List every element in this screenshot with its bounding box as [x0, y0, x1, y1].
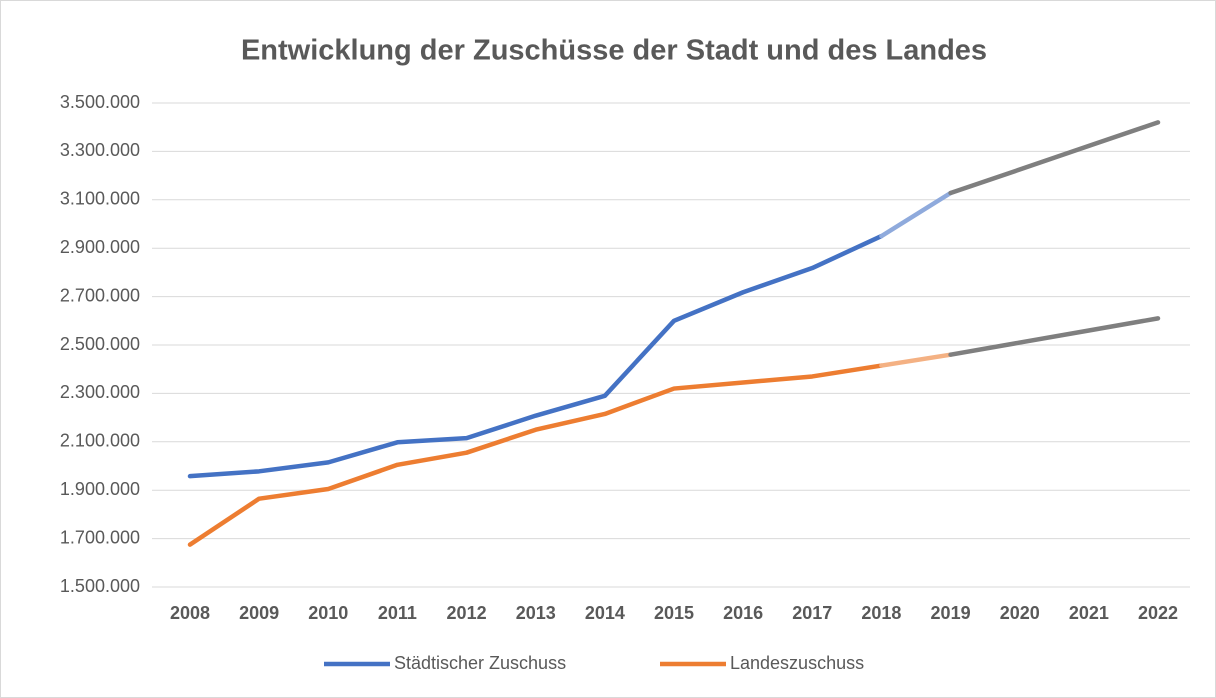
x-tick-label: 2010 — [308, 603, 348, 623]
y-tick-label: 1.700.000 — [60, 527, 140, 547]
series-line — [948, 316, 1161, 357]
series-line — [187, 233, 884, 479]
x-tick-label: 2018 — [861, 603, 901, 623]
x-tick-label: 2020 — [1000, 603, 1040, 623]
x-tick-label: 2019 — [931, 603, 971, 623]
x-tick-label: 2015 — [654, 603, 694, 623]
y-tick-label: 2.500.000 — [60, 334, 140, 354]
y-tick-label: 2.100.000 — [60, 431, 140, 451]
series-line — [879, 190, 953, 239]
chart-title: Entwicklung der Zuschüsse der Stadt und … — [241, 35, 987, 67]
series-line — [879, 352, 953, 368]
x-tick-label: 2012 — [447, 603, 487, 623]
legend-label: Städtischer Zuschuss — [394, 653, 566, 673]
y-tick-label: 1.900.000 — [60, 479, 140, 499]
x-tick-label: 2014 — [585, 603, 625, 623]
y-tick-label: 3.500.000 — [60, 92, 140, 112]
y-tick-label: 1.500.000 — [60, 576, 140, 596]
y-tick-label: 2.300.000 — [60, 382, 140, 402]
y-tick-label: 3.300.000 — [60, 140, 140, 160]
x-tick-label: 2011 — [378, 603, 417, 623]
y-tick-label: 2.900.000 — [60, 237, 140, 257]
x-tick-label: 2022 — [1138, 603, 1178, 623]
x-tick-label: 2016 — [723, 603, 763, 623]
x-tick-label: 2021 — [1069, 603, 1109, 623]
x-tick-label: 2013 — [516, 603, 556, 623]
series-line — [948, 120, 1161, 196]
series-line — [187, 363, 884, 547]
x-tick-label: 2008 — [170, 603, 210, 623]
x-tick-label: 2017 — [792, 603, 832, 623]
y-tick-label: 3.100.000 — [60, 189, 140, 209]
x-tick-label: 2009 — [239, 603, 279, 623]
y-tick-label: 2.700.000 — [60, 285, 140, 305]
legend-label: Landeszuschuss — [730, 653, 864, 673]
